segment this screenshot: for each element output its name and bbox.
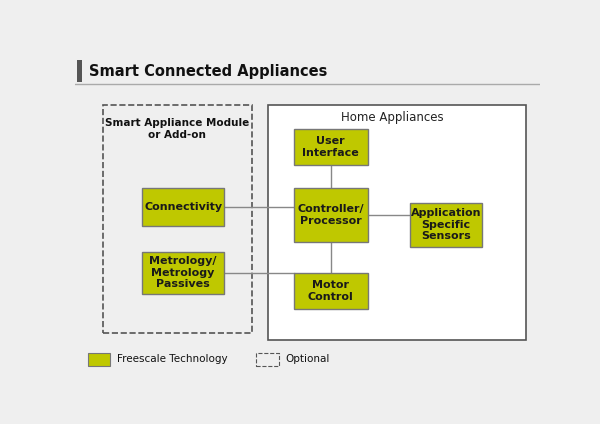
FancyBboxPatch shape (293, 273, 368, 309)
Text: Home Appliances: Home Appliances (341, 112, 443, 124)
Text: Smart Appliance Module
or Add-on: Smart Appliance Module or Add-on (105, 118, 250, 140)
Text: Metrology/
Metrology
Passives: Metrology/ Metrology Passives (149, 256, 217, 290)
Bar (77, 60, 82, 82)
Text: Controller/
Processor: Controller/ Processor (298, 204, 364, 226)
Text: User
Interface: User Interface (302, 137, 359, 158)
Text: Optional: Optional (286, 354, 330, 364)
FancyBboxPatch shape (142, 188, 224, 226)
FancyBboxPatch shape (88, 353, 110, 365)
FancyBboxPatch shape (293, 129, 368, 165)
Text: Motor
Control: Motor Control (308, 280, 353, 301)
FancyBboxPatch shape (410, 203, 482, 247)
FancyBboxPatch shape (268, 105, 526, 340)
Text: Freescale Technology: Freescale Technology (118, 354, 228, 364)
FancyBboxPatch shape (293, 188, 368, 242)
Text: Application
Specific
Sensors: Application Specific Sensors (410, 208, 481, 241)
Text: Smart Connected Appliances: Smart Connected Appliances (89, 64, 328, 78)
FancyBboxPatch shape (142, 252, 224, 294)
Text: Connectivity: Connectivity (144, 202, 222, 212)
